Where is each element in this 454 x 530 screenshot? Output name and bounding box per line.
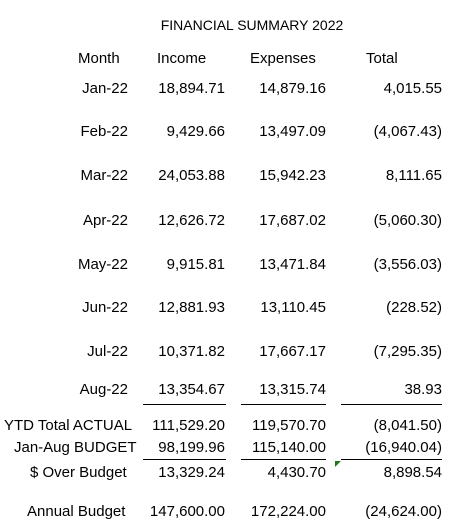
header-total: Total (366, 50, 398, 67)
row-income: 10,371.82 (158, 343, 225, 360)
summary-label: Annual Budget (27, 503, 126, 520)
row-label: Jun-22 (82, 299, 128, 316)
row-expenses: 14,879.16 (259, 80, 326, 97)
summary-income: 13,329.24 (158, 464, 225, 481)
subtotal-underline-total (341, 404, 442, 405)
row-total: (5,060.30) (373, 212, 442, 229)
row-expenses: 13,315.74 (259, 381, 326, 398)
row-total: (3,556.03) (373, 256, 442, 273)
summary-label: Jan-Aug BUDGET (14, 439, 137, 456)
summary-label: $ Over Budget (30, 464, 127, 481)
header-month: Month (78, 50, 120, 67)
summary-total: 8,898.54 (383, 464, 442, 481)
row-label: Apr-22 (82, 212, 128, 229)
row-income: 24,053.88 (158, 167, 225, 184)
row-total: 38.93 (404, 381, 442, 398)
summary-expenses: 115,140.00 (252, 439, 326, 456)
row-label: Mar-22 (80, 167, 128, 184)
row-income: 18,894.71 (158, 80, 225, 97)
row-expenses: 13,471.84 (259, 256, 326, 273)
row-label: Jan-22 (82, 80, 128, 97)
summary-expenses: 4,430.70 (267, 464, 326, 481)
row-expenses: 17,667.17 (259, 343, 326, 360)
subtotal-underline-expenses (241, 404, 326, 405)
row-label: Aug-22 (79, 381, 128, 398)
row-expenses: 13,110.45 (260, 299, 326, 316)
summary-total: (24,624.00) (365, 503, 442, 520)
sheet-title: FINANCIAL SUMMARY 2022 (160, 17, 344, 33)
row-income: 13,354.67 (158, 381, 225, 398)
header-income: Income (157, 50, 207, 67)
row-expenses: 15,942.23 (259, 167, 326, 184)
header-expenses: Expenses (250, 50, 316, 67)
summary-income: 98,199.96 (158, 439, 225, 456)
summary-income: 147,600.00 (149, 503, 225, 520)
comment-indicator-icon[interactable] (335, 461, 341, 467)
row-total: (7,295.35) (373, 343, 442, 360)
budget-underline-expenses (241, 459, 326, 460)
row-income: 9,915.81 (166, 256, 225, 273)
row-label: Jul-22 (87, 343, 128, 360)
row-total: 8,111.65 (385, 167, 442, 184)
row-income: 9,429.66 (166, 123, 225, 140)
row-expenses: 17,687.02 (259, 212, 326, 229)
summary-label: YTD Total ACTUAL (4, 417, 133, 434)
row-income: 12,881.93 (158, 299, 225, 316)
row-label: May-22 (77, 256, 128, 273)
subtotal-underline-income (143, 404, 226, 405)
row-expenses: 13,497.09 (259, 123, 326, 140)
summary-expenses: 172,224.00 (250, 503, 326, 520)
row-label: Feb-22 (80, 123, 128, 140)
row-total: (228.52) (386, 299, 442, 316)
summary-income: 111,529.20 (152, 417, 225, 434)
row-total: (4,067.43) (373, 123, 442, 140)
budget-underline-income (143, 459, 226, 460)
row-total: 4,015.55 (383, 80, 442, 97)
summary-expenses: 119,570.70 (252, 417, 326, 434)
summary-total: (8,041.50) (373, 417, 442, 434)
row-income: 12,626.72 (158, 212, 225, 229)
budget-underline-total (341, 459, 442, 460)
summary-total: (16,940.04) (365, 439, 442, 456)
